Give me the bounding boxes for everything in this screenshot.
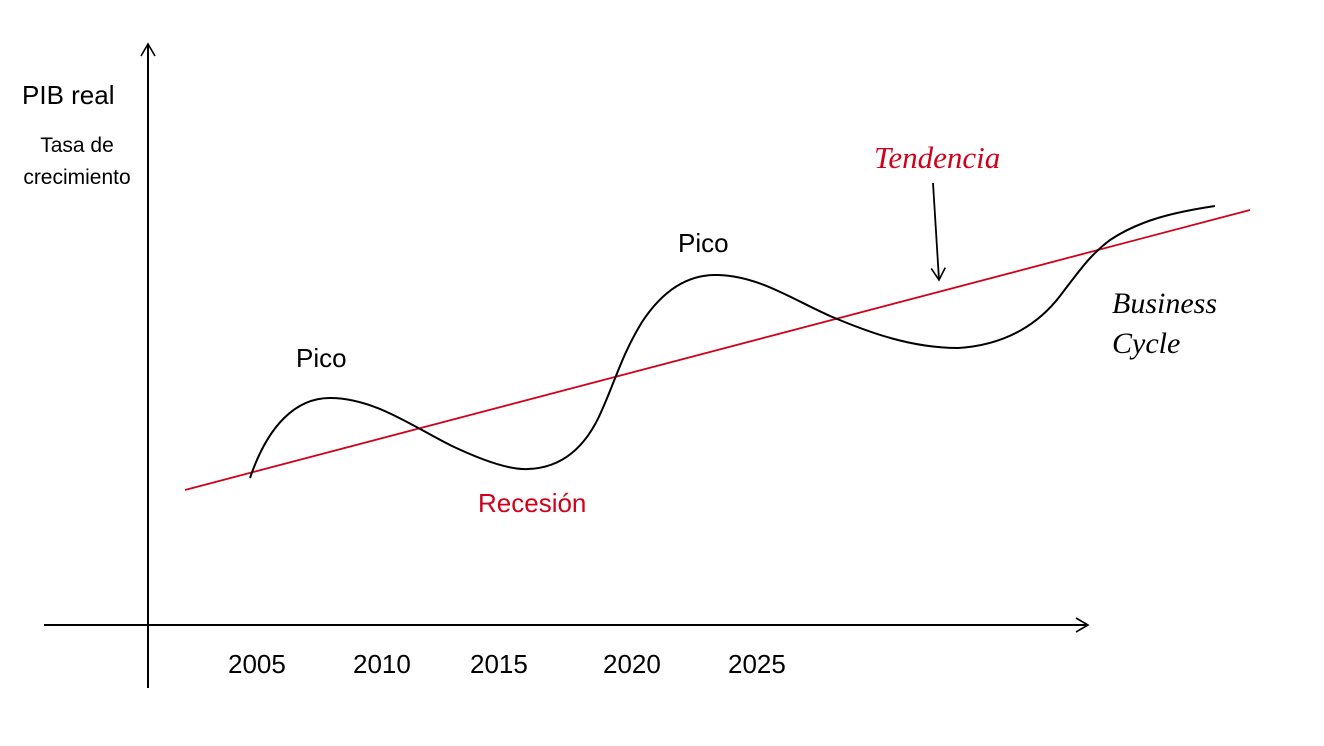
peak-label-2: Pico [678, 228, 729, 258]
trend-line [184, 209, 1251, 491]
business-cycle-curve [249, 205, 1216, 479]
recession-label: Recesión [478, 488, 587, 518]
y-axis-subtitle: Tasa de crecimiento [23, 134, 131, 189]
business-cycle-label: Business Cycle [1112, 287, 1217, 360]
x-tick-label: 2025 [728, 649, 786, 679]
x-tick-label: 2020 [603, 649, 661, 679]
x-tick-label: 2010 [353, 649, 411, 679]
trend-label: Tendencia [874, 140, 1001, 175]
peak-label-1: Pico [296, 343, 347, 373]
x-tick-label: 2015 [470, 649, 528, 679]
x-tick-label: 2005 [228, 649, 286, 679]
y-axis-title: PIB real [22, 80, 115, 110]
trend-pointer-arrow [930, 182, 946, 282]
